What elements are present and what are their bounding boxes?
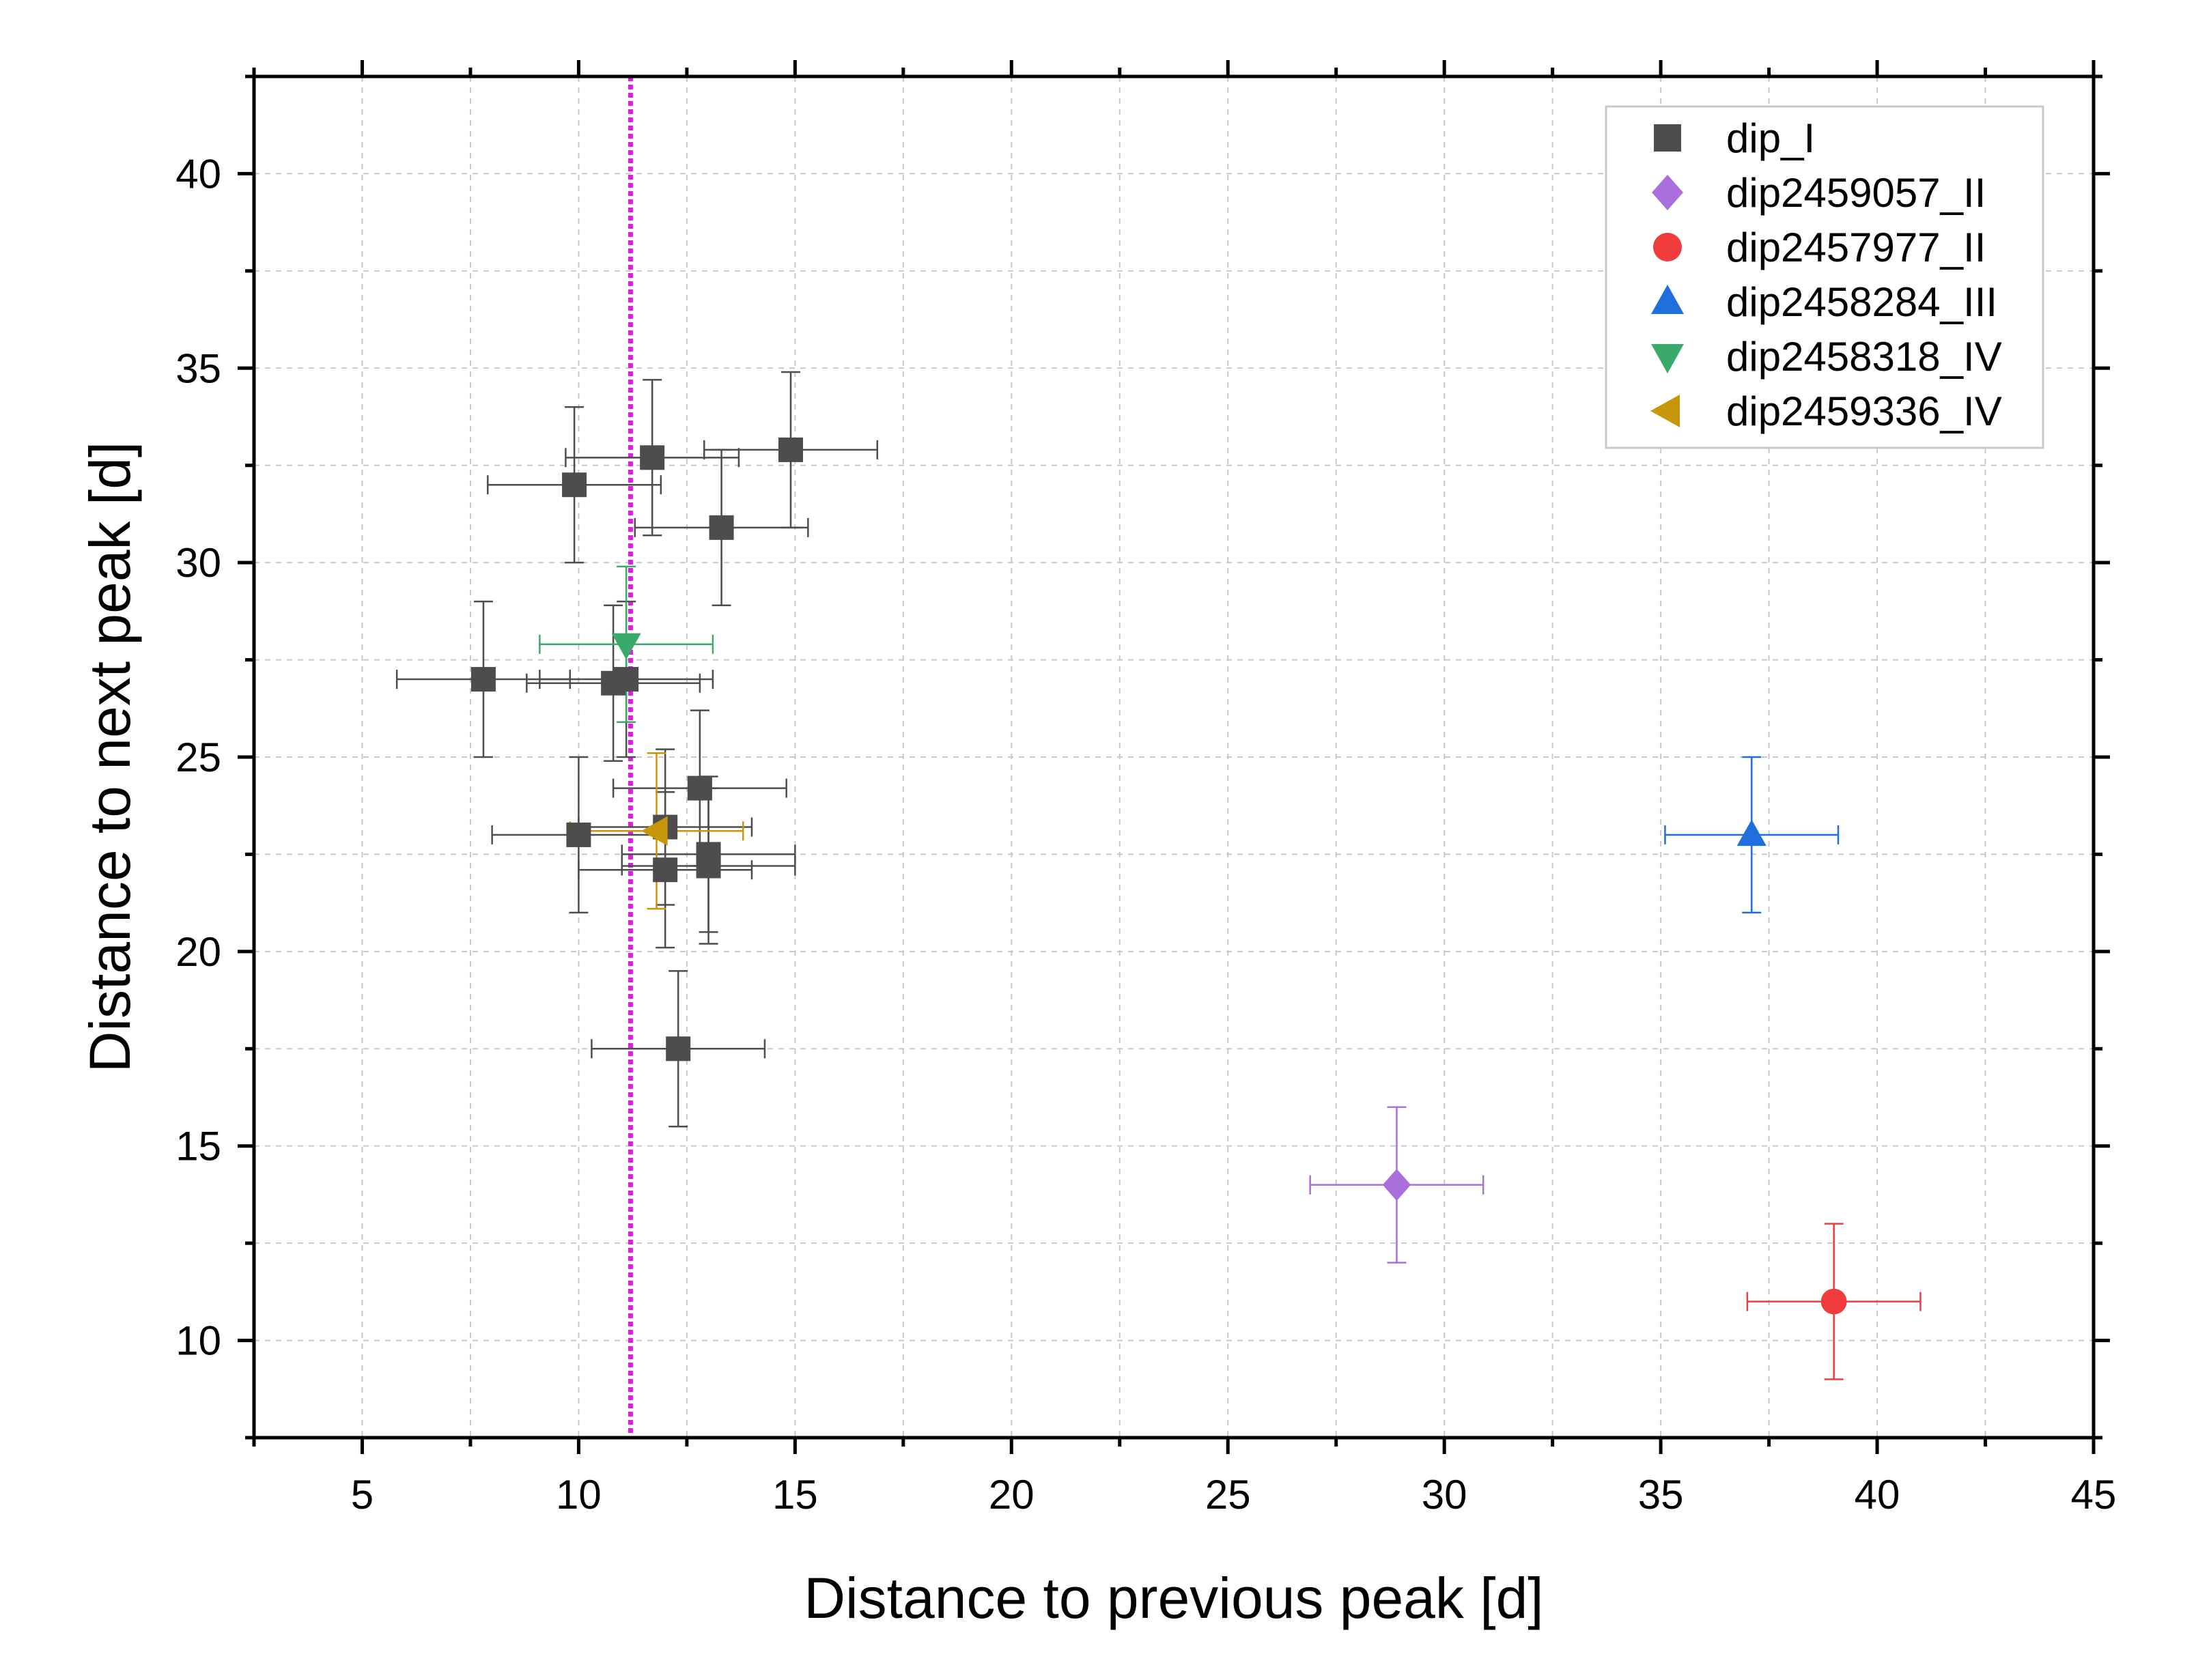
- data-point-dip_I: [614, 667, 639, 692]
- legend-marker-dip2458318_IV: [1651, 344, 1684, 373]
- x-tick-label: 30: [1422, 1472, 1467, 1518]
- y-tick-label: 10: [175, 1318, 221, 1364]
- legend-label: dip2458318_IV: [1726, 334, 2002, 380]
- legend: dip_I dip2459057_II dip2457977_II dip245828…: [1605, 105, 2044, 449]
- data-point-dip_I: [640, 445, 665, 470]
- legend-label: dip2459057_II: [1726, 170, 1986, 216]
- legend-box: [1605, 105, 2044, 449]
- error-bars: [395, 371, 1922, 1380]
- x-tick-label: 5: [351, 1472, 374, 1518]
- x-tick-label: 10: [556, 1472, 602, 1518]
- legend-marker-dip2459057_II: [1652, 175, 1683, 210]
- data-point-dip2458318_IV: [611, 633, 641, 660]
- y-axis-title: Distance to next peak [d]: [78, 442, 142, 1073]
- data-point-dip2458284_III: [1736, 819, 1766, 846]
- data-point-dip_I: [687, 775, 712, 801]
- data-point-dip_I: [778, 437, 804, 462]
- y-tick-label: 35: [175, 345, 221, 391]
- legend-marker-dip2457977_II: [1653, 233, 1682, 261]
- legend-marker-dip2459336_IV: [1650, 395, 1680, 427]
- data-point-dip_I: [566, 822, 591, 847]
- x-axis-title: Distance to previous peak [d]: [804, 1566, 1543, 1630]
- legend-marker-dip2458284_III: [1651, 285, 1684, 314]
- data-point-dip2457977_II: [1820, 1288, 1847, 1315]
- y-tick-label: 15: [175, 1124, 221, 1169]
- legend-label: dip2459336_IV: [1726, 388, 2002, 434]
- data-point-dip2459336_IV: [641, 816, 668, 846]
- x-tick-label: 35: [1638, 1472, 1684, 1518]
- legend-label: dip_I: [1726, 115, 1815, 161]
- data-point-dip_I: [709, 515, 734, 540]
- x-tick-label: 20: [989, 1472, 1034, 1518]
- y-tick-label: 30: [175, 540, 221, 586]
- y-tick-label: 25: [175, 735, 221, 780]
- x-tick-label: 45: [2071, 1472, 2117, 1518]
- legend-label: dip2458284_III: [1726, 279, 1997, 325]
- data-point-dip_I: [470, 667, 496, 692]
- axis-ticks: 5 10 15 20 25 30 35 40 45 10 15 20 25 30 35 40: [175, 60, 2116, 1518]
- data-point-dip_I: [562, 472, 587, 498]
- x-tick-label: 25: [1205, 1472, 1251, 1518]
- data-point-dip_I: [666, 1036, 691, 1062]
- x-tick-label: 40: [1855, 1472, 1900, 1518]
- grid: [254, 76, 2094, 1438]
- y-tick-label: 20: [175, 929, 221, 975]
- y-tick-label: 40: [175, 151, 221, 197]
- legend-marker-dip_I: [1654, 124, 1681, 152]
- legend-label: dip2457977_II: [1726, 225, 1986, 270]
- data-point-dip_I: [696, 853, 721, 879]
- x-tick-label: 15: [772, 1472, 818, 1518]
- data-point-dip2459057_II: [1382, 1169, 1411, 1201]
- data-point-dip_I: [653, 857, 678, 883]
- data-markers: [470, 437, 1847, 1315]
